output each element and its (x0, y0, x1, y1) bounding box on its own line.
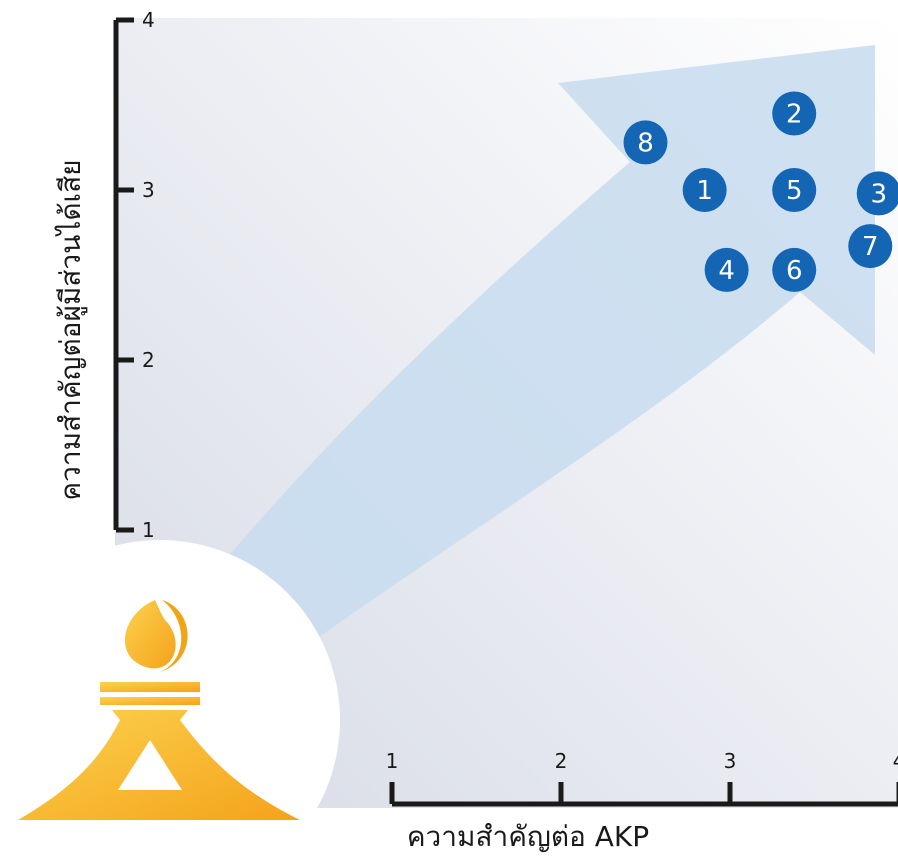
data-point-marker (772, 168, 817, 212)
data-point-5: 5 (772, 168, 817, 212)
data-point-3: 3 (856, 171, 898, 216)
data-point-marker (772, 91, 817, 136)
data-point-marker (623, 120, 668, 165)
data-point-marker (856, 171, 898, 216)
data-point-label: 5 (786, 176, 803, 206)
data-point-label: 3 (870, 179, 887, 209)
data-point-1: 1 (682, 168, 727, 212)
x-tick-label: 1 (386, 749, 399, 773)
y-axis-title: ความสำคัญต่อผู้มีส่วนได้เสีย (54, 159, 88, 500)
data-point-label: 7 (862, 232, 879, 262)
data-points: 1 2 3 4 5 6 7 8 (623, 91, 898, 292)
data-point-8: 8 (623, 120, 668, 165)
logo (0, 540, 340, 859)
data-point-label: 2 (786, 100, 803, 130)
data-point-7: 7 (848, 224, 893, 269)
y-axis: 1 2 3 4 ความสำคัญต่อผู้มีส่วนได้เสีย (54, 8, 155, 542)
data-point-label: 8 (637, 128, 654, 158)
data-point-label: 6 (786, 256, 803, 286)
y-tick-label: 2 (142, 348, 155, 372)
x-tick-label: 2 (555, 749, 568, 773)
y-tick-label: 4 (142, 8, 155, 32)
data-point-6: 6 (772, 247, 817, 292)
data-point-marker (682, 168, 727, 212)
flame-pillar-logo-icon (18, 600, 300, 820)
data-point-label: 1 (696, 176, 713, 206)
data-point-4: 4 (704, 247, 749, 292)
x-tick-label: 4 (893, 749, 898, 773)
data-point-marker (704, 247, 749, 292)
y-tick-label: 3 (142, 178, 155, 202)
data-point-marker (848, 224, 893, 269)
x-axis: 1 2 3 4 ความสำคัญต่อ AKP (386, 749, 898, 853)
y-tick-label: 1 (142, 518, 155, 542)
data-point-2: 2 (772, 91, 817, 136)
x-axis-title: ความสำคัญต่อ AKP (407, 820, 649, 853)
data-point-marker (772, 247, 817, 292)
x-tick-label: 3 (724, 749, 737, 773)
data-point-label: 4 (718, 256, 735, 286)
